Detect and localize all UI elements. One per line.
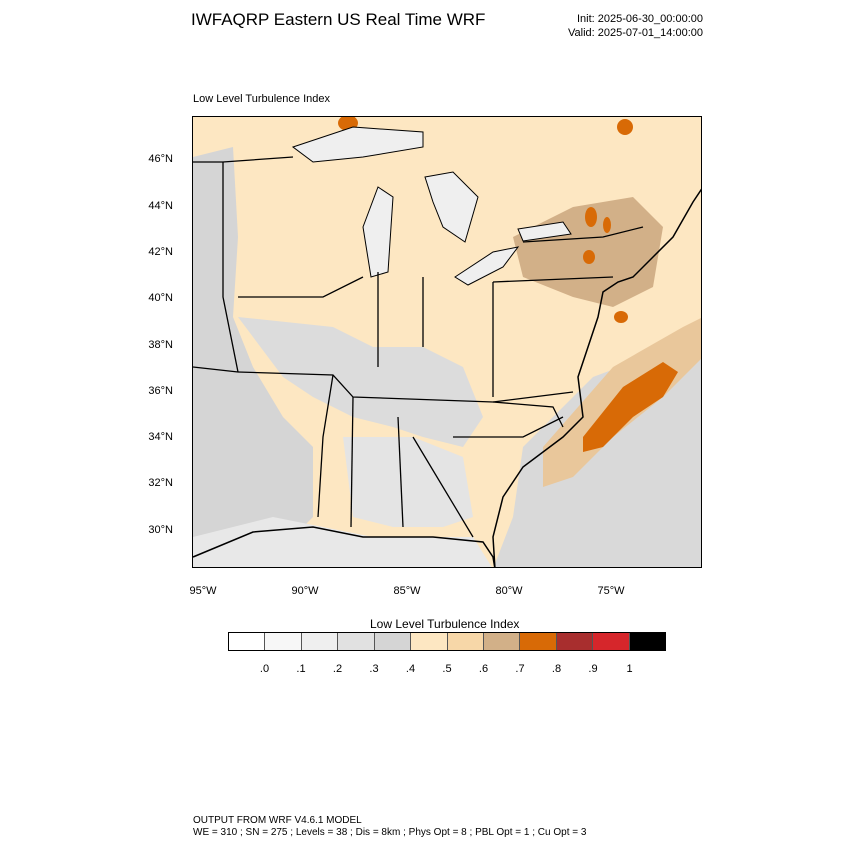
- lat-label-34: 34°N: [148, 431, 173, 443]
- lake-huron: [424, 171, 479, 243]
- state-boundaries: [193, 156, 644, 538]
- lon-label-95: 95°W: [189, 585, 217, 597]
- colorbar-swatch: [447, 633, 484, 650]
- colorbar-tick-label: .3: [369, 663, 379, 675]
- lat-label-36: 36°N: [148, 385, 173, 397]
- lake-superior: [291, 126, 424, 163]
- ny-orange-spot: [585, 207, 597, 227]
- lat-label-30: 30°N: [148, 524, 173, 536]
- colorbar-tick-label: .5: [442, 663, 452, 675]
- colorbar-swatch: [229, 633, 266, 650]
- lon-label-80: 80°W: [495, 585, 523, 597]
- southeast-grey-zone: [343, 437, 473, 527]
- colorbar-swatch: [520, 633, 557, 650]
- lat-label-40: 40°N: [148, 292, 173, 304]
- page-title: IWFAQRP Eastern US Real Time WRF: [191, 10, 486, 29]
- valid-time: Valid: 2025-07-01_14:00:00: [568, 27, 703, 39]
- colorbar-tick-label: .9: [588, 663, 598, 675]
- map-canvas: [193, 117, 701, 567]
- colorbar-tick-label: 1: [626, 663, 633, 675]
- offshore-orange-spot: [614, 311, 628, 323]
- colorbar: [228, 632, 666, 651]
- canada-orange-spot: [617, 119, 633, 135]
- colorbar-tick-label: .2: [332, 663, 343, 675]
- atlantic-coastline: [492, 188, 701, 567]
- colorbar-swatch: [629, 633, 666, 650]
- init-time: Init: 2025-06-30_00:00:00: [577, 13, 703, 25]
- lon-label-75: 75°W: [597, 585, 625, 597]
- model-config-line: WE = 310 ; SN = 275 ; Levels = 38 ; Dis …: [193, 827, 587, 838]
- model-output-line: OUTPUT FROM WRF V4.6.1 MODEL: [193, 815, 362, 826]
- colorbar-swatch: [374, 633, 412, 650]
- lat-label-42: 42°N: [148, 246, 173, 258]
- colorbar-swatch: [593, 633, 630, 650]
- colorbar-tick-label: .8: [551, 663, 562, 675]
- ny-orange-spot-2: [603, 217, 611, 233]
- colorbar-swatch: [338, 633, 375, 650]
- colorbar-swatch: [265, 633, 302, 650]
- lat-label-44: 44°N: [148, 200, 173, 212]
- colorbar-tick-label: .0: [259, 663, 270, 675]
- colorbar-tick-label: .6: [478, 663, 489, 675]
- colorbar-swatch: [411, 633, 448, 650]
- lon-label-90: 90°W: [291, 585, 319, 597]
- lat-label-46: 46°N: [148, 153, 173, 165]
- colorbar-swatch: [556, 633, 594, 650]
- lake-erie: [454, 246, 520, 286]
- gulf-coastline: [193, 526, 496, 567]
- colorbar-tick-label: .1: [296, 663, 306, 675]
- colorbar-tick-label: .7: [515, 663, 525, 675]
- lat-label-38: 38°N: [148, 339, 173, 351]
- ny-orange-spot-3: [583, 250, 595, 264]
- central-grey-zone: [238, 317, 483, 447]
- gulf-water: [193, 517, 492, 567]
- colorbar-swatch: [483, 633, 521, 650]
- lon-label-85: 85°W: [393, 585, 421, 597]
- colorbar-title: Low Level Turbulence Index: [370, 617, 520, 631]
- map-field-label: Low Level Turbulence Index: [193, 93, 330, 105]
- turbulence-map: [192, 116, 702, 568]
- lake-ontario: [517, 221, 572, 242]
- colorbar-swatch: [301, 633, 339, 650]
- offshore-high-turbulence: [583, 362, 678, 452]
- lat-label-32: 32°N: [148, 477, 173, 489]
- lake-michigan: [362, 186, 394, 278]
- colorbar-tick-label: .4: [405, 663, 416, 675]
